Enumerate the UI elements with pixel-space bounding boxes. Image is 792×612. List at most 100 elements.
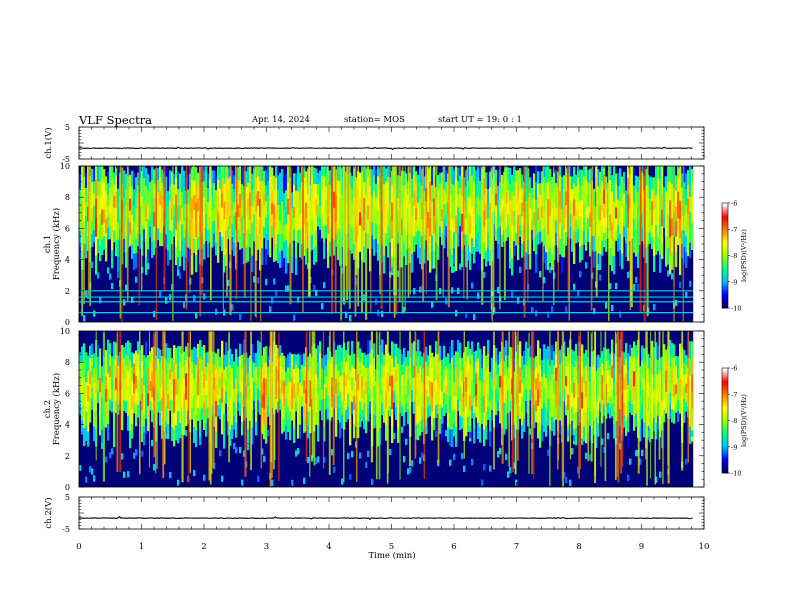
spectral-cell [227, 364, 230, 380]
spectral-cell [535, 389, 538, 401]
spectral-cell [299, 172, 302, 188]
spectral-cell [203, 415, 206, 431]
sferic-streak [568, 166, 570, 321]
spectral-cell [603, 189, 606, 204]
spectral-cell [341, 194, 344, 213]
spectral-cell [497, 214, 500, 230]
sferic-streak [120, 166, 123, 322]
spectral-cell [683, 230, 686, 247]
spectral-cell [381, 352, 384, 366]
spectral-cell [401, 374, 404, 386]
spectral-cell [271, 479, 274, 486]
spectral-cell [387, 209, 390, 226]
spectral-cell [659, 178, 662, 198]
spectral-cell [431, 396, 434, 412]
spectral-cell [287, 246, 290, 264]
spectral-cell [287, 214, 290, 231]
spectral-cell [223, 166, 226, 184]
spectral-cell [239, 367, 242, 380]
spectral-cell [327, 166, 330, 182]
spectral-cell [559, 191, 562, 208]
spectral-cell [437, 459, 440, 467]
spectral-cell [187, 174, 190, 190]
spectral-cell [171, 284, 174, 291]
spectral-cell [671, 166, 674, 184]
spectral-cell [403, 360, 406, 375]
spectral-cell [539, 207, 542, 220]
spectral-cell [537, 372, 540, 390]
spectral-cell [685, 355, 688, 365]
spectral-cell [281, 393, 284, 407]
spectral-cell [175, 409, 178, 426]
spectral-cell [455, 396, 458, 412]
spectral-cell [513, 166, 516, 182]
spectral-cell [157, 369, 160, 381]
spectral-cell [593, 251, 596, 268]
spectral-cell [395, 343, 398, 357]
spectral-cell [247, 229, 250, 246]
spectral-cell [259, 180, 262, 199]
spectral-cell [471, 459, 474, 466]
spectral-cell [547, 216, 550, 235]
spectral-cell [325, 409, 328, 421]
colorbar-segment [722, 278, 728, 281]
spectral-cell [313, 248, 316, 265]
spectral-cell [261, 448, 264, 455]
spectral-cell [365, 419, 368, 434]
spectral-cell [243, 393, 246, 407]
spectral-cell [453, 232, 456, 249]
spectral-cell [537, 340, 540, 357]
spectral-cell [685, 220, 688, 237]
spectral-cell [295, 257, 298, 275]
spectral-cell [449, 194, 452, 214]
spectral-cell [589, 227, 592, 242]
spectral-cell [453, 247, 456, 265]
spectral-cell [265, 278, 268, 286]
spectral-cell [201, 407, 204, 420]
spectral-cell [315, 230, 318, 247]
spectral-cell [369, 220, 372, 238]
spectral-cell [683, 246, 686, 263]
spectral-cell [609, 166, 612, 181]
spectral-cell [143, 216, 146, 230]
spectral-cell [117, 222, 120, 240]
spectral-cell [91, 398, 94, 410]
spectral-cell [81, 375, 84, 391]
spectral-cell [185, 412, 188, 427]
spectral-cell [459, 400, 462, 416]
spectral-cell [577, 397, 580, 412]
spectral-cell [403, 171, 406, 186]
spectral-cell [339, 360, 342, 377]
sferic-streak [662, 331, 664, 485]
spectral-cell [535, 310, 538, 317]
spectral-cell [173, 184, 176, 195]
spectral-cell [217, 166, 220, 180]
spectral-cell [431, 381, 434, 397]
spectral-cell [389, 355, 392, 366]
colorbar-segment [722, 266, 728, 269]
spectral-cell [191, 166, 194, 180]
sferic-streak [162, 331, 164, 479]
spectral-cell [273, 233, 276, 248]
sferic-streak [370, 166, 372, 314]
spectral-cell [515, 479, 518, 486]
spectral-cell [407, 409, 410, 425]
spectral-cell [657, 178, 660, 193]
spectral-cell [177, 205, 180, 224]
spectral-cell [131, 170, 134, 186]
spectral-cell [603, 404, 606, 416]
spectral-cell [403, 456, 406, 463]
spectral-cell [241, 215, 244, 233]
spectral-cell [565, 356, 568, 367]
spectral-cell [551, 359, 554, 375]
spectral-cell [661, 193, 664, 210]
spectral-cell [635, 385, 638, 400]
spectral-cell [509, 199, 512, 217]
spectral-cell [653, 375, 656, 390]
spectral-cell [529, 389, 532, 401]
spectral-cell [183, 204, 186, 221]
spectral-cell [473, 412, 476, 429]
spectral-cell [497, 170, 500, 186]
spectral-cell [263, 408, 266, 424]
spectral-cell [125, 389, 128, 402]
